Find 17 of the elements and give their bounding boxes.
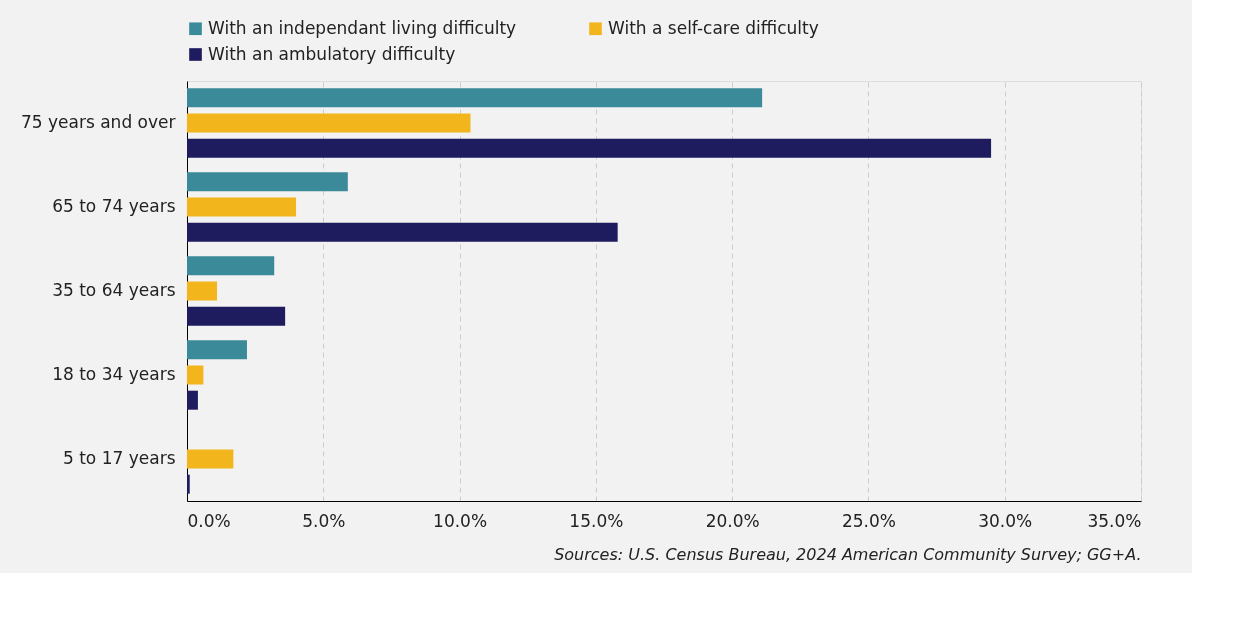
- y-tick-label: 18 to 34 years: [52, 364, 176, 384]
- y-tick-label: 65 to 74 years: [52, 196, 176, 216]
- x-tick-label: 0.0%: [187, 510, 231, 531]
- source-note: Sources: U.S. Census Bureau, 2024 American Community Survey; GG+A.: [554, 545, 1142, 564]
- x-tick-label: 20.0%: [705, 510, 760, 531]
- x-tick-label: 35.0%: [1087, 510, 1142, 531]
- y-tick-label: 75 years and over: [20, 112, 176, 132]
- y-tick-label: 5 to 17 years: [62, 448, 176, 468]
- x-tick-label: 15.0%: [569, 510, 624, 531]
- legend-label: With a self-care difficulty: [608, 17, 819, 38]
- y-tick-label: 35 to 64 years: [52, 280, 176, 300]
- x-tick-label: 30.0%: [978, 510, 1033, 531]
- x-tick-label: 10.0%: [433, 510, 488, 531]
- x-tick-label: 5.0%: [302, 510, 346, 531]
- legend-label: With an ambulatory difficulty: [208, 43, 456, 64]
- x-tick-label: 25.0%: [841, 510, 896, 531]
- legend-label: With an independant living difficulty: [208, 17, 517, 38]
